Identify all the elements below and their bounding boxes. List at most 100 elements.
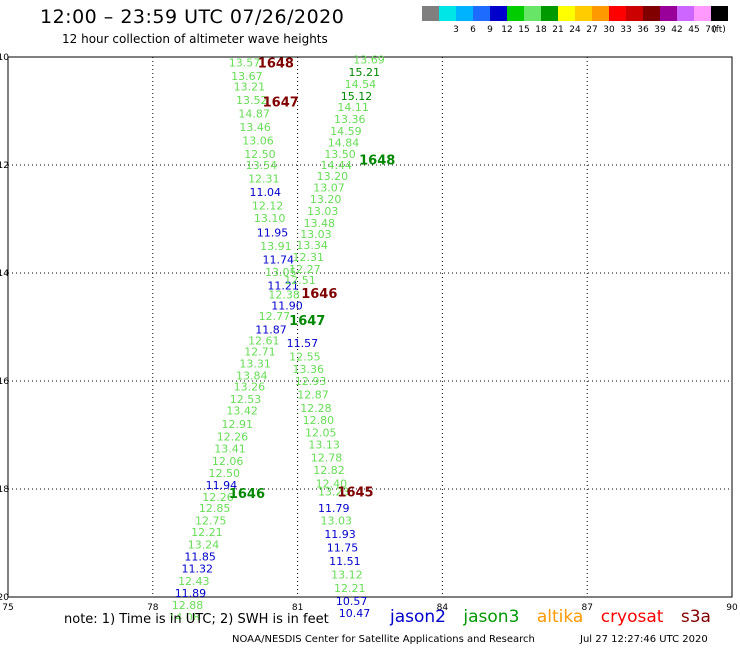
color-swatch bbox=[677, 6, 694, 21]
wave-height-value: 12.78 bbox=[311, 452, 343, 465]
color-swatch bbox=[626, 6, 643, 21]
legend-s3a: s3a bbox=[680, 607, 711, 627]
wave-height-value: 11.74 bbox=[263, 254, 295, 267]
wave-height-value: 12.71 bbox=[244, 345, 276, 358]
wave-height-value: 14.87 bbox=[238, 108, 270, 121]
lon-tick-label: 81 bbox=[292, 603, 303, 613]
lon-tick-label: 78 bbox=[147, 603, 159, 613]
legend-jason3: jason3 bbox=[463, 607, 520, 627]
color-swatch bbox=[490, 6, 507, 21]
legend-cryosat: cryosat bbox=[600, 607, 664, 627]
wave-height-value: 11.04 bbox=[250, 186, 282, 199]
wave-height-value: 12.05 bbox=[305, 426, 337, 439]
color-swatch bbox=[575, 6, 592, 21]
wave-height-value: 11.57 bbox=[287, 337, 319, 350]
wave-height-value: 13.06 bbox=[242, 135, 274, 148]
wave-height-value: 12.43 bbox=[178, 575, 210, 588]
wave-height-value: 12.50 bbox=[208, 467, 240, 480]
wave-height-value: 12.61 bbox=[248, 335, 280, 348]
wave-height-value: 13.07 bbox=[313, 182, 345, 195]
wave-height-value: 12.31 bbox=[292, 251, 324, 264]
wave-height-value: 13.26 bbox=[234, 380, 266, 393]
lat-tick-label: -16 bbox=[0, 377, 9, 387]
wave-height-value: 13.67 bbox=[231, 70, 263, 83]
wave-height-value: 13.03 bbox=[320, 514, 352, 527]
wave-height-value: 12.31 bbox=[248, 173, 280, 186]
map-subtitle: 12 hour collection of altimeter wave hei… bbox=[62, 32, 328, 46]
wave-height-value: 11.94 bbox=[206, 479, 238, 492]
altimeter-map-plot: 75 78 81 84 87 90 -10 -12 -14 -16 -18 -20 13.5713.67… bbox=[0, 53, 738, 620]
wave-height-value: 12.06 bbox=[212, 455, 244, 468]
wave-height-value: 13.36 bbox=[292, 363, 324, 376]
color-scale-label: 45 bbox=[688, 25, 699, 35]
wave-height-value: 11.90 bbox=[271, 299, 303, 312]
wave-height-value: 12.21 bbox=[191, 526, 223, 539]
wave-height-value: 14.59 bbox=[330, 125, 362, 138]
wave-height-value: 13.52 bbox=[236, 94, 268, 107]
wave-height-value: 11.79 bbox=[318, 502, 350, 515]
color-scale-label: 70 bbox=[705, 25, 717, 35]
color-scale-label: 12 bbox=[501, 25, 512, 35]
wave-height-value: 13.03 bbox=[307, 205, 339, 218]
wave-height-value: 12.51 bbox=[284, 274, 316, 287]
wave-height-value: 11.89 bbox=[175, 587, 207, 600]
footer-timestamp: Jul 27 12:27:46 UTC 2020 bbox=[580, 634, 708, 645]
wave-height-value: 13.69 bbox=[353, 54, 385, 67]
wave-height-value: 12.12 bbox=[252, 200, 284, 213]
wave-height-value: 13.54 bbox=[246, 159, 278, 172]
lon-tick-label: 87 bbox=[581, 603, 592, 613]
wave-height-value: 13.46 bbox=[239, 121, 271, 134]
wave-height-value: 15.21 bbox=[348, 66, 380, 79]
color-scale-label: 42 bbox=[671, 25, 682, 35]
wave-height-value: 13.20 bbox=[310, 193, 342, 206]
color-scale-unit: (ft) bbox=[712, 25, 726, 35]
wave-height-value: 10.57 bbox=[336, 595, 368, 608]
lon-tick-label: 84 bbox=[437, 603, 449, 613]
lat-tick-label: -10 bbox=[0, 53, 9, 63]
pass-time-label: 1648 bbox=[258, 56, 294, 71]
wave-height-value: 12.80 bbox=[303, 414, 335, 427]
lon-tick-label: 75 bbox=[2, 603, 13, 613]
color-swatch bbox=[660, 6, 677, 21]
wave-height-value: 13.42 bbox=[226, 405, 258, 418]
wave-height-value: 12.85 bbox=[199, 502, 231, 515]
wave-height-value: 13.12 bbox=[331, 568, 363, 581]
wave-height-value: 13.20 bbox=[317, 170, 349, 183]
color-swatch bbox=[541, 6, 558, 21]
map-title: 12:00 – 23:59 UTC 07/26/2020 bbox=[40, 6, 345, 28]
units-note: note: 1) Time is in UTC; 2) SWH is in fe… bbox=[64, 612, 329, 627]
wave-height-value: 12.28 bbox=[300, 402, 332, 415]
wave-height-value: 11.87 bbox=[255, 324, 287, 337]
color-swatch bbox=[439, 6, 456, 21]
color-swatch bbox=[592, 6, 609, 21]
color-scale-label: 39 bbox=[654, 25, 666, 35]
lat-tick-label: -20 bbox=[0, 593, 9, 603]
wave-height-value: 14.84 bbox=[328, 136, 360, 149]
wave-height-value: 14.44 bbox=[320, 159, 352, 172]
wave-height-value: 13.57 bbox=[229, 56, 261, 69]
lon-tick-label: 90 bbox=[726, 603, 738, 613]
color-swatch bbox=[422, 6, 439, 21]
wave-height-value: 14.54 bbox=[345, 78, 377, 91]
legend-jason2: jason2 bbox=[390, 607, 446, 627]
wave-height-value: 11.95 bbox=[257, 227, 289, 240]
wave-height-value: 13.10 bbox=[254, 212, 286, 225]
pass-time-label: 1647 bbox=[289, 314, 325, 329]
color-swatch bbox=[643, 6, 660, 21]
satellite-legend: jason2 jason3 altika cryosat s3a bbox=[390, 607, 723, 627]
wave-height-value: 10.47 bbox=[339, 607, 371, 620]
wave-height-value: 11.32 bbox=[181, 562, 213, 575]
wave-height-value: 12.93 bbox=[295, 375, 327, 388]
wave-height-value: 13.34 bbox=[296, 239, 328, 252]
color-swatch bbox=[711, 6, 728, 21]
color-scale-label: 33 bbox=[620, 25, 631, 35]
wave-height-value: 13.36 bbox=[334, 113, 366, 126]
wave-height-value: 13.50 bbox=[324, 148, 356, 161]
legend-altika: altika bbox=[536, 607, 584, 627]
wave-height-value: 11.93 bbox=[324, 528, 356, 541]
color-scale-label: 24 bbox=[569, 25, 581, 35]
pass-time-label: 1646 bbox=[301, 287, 337, 302]
wave-height-value: 12.82 bbox=[313, 464, 345, 477]
pass-time-label: 1645 bbox=[337, 486, 373, 501]
wave-height-value: 13.41 bbox=[214, 443, 246, 456]
